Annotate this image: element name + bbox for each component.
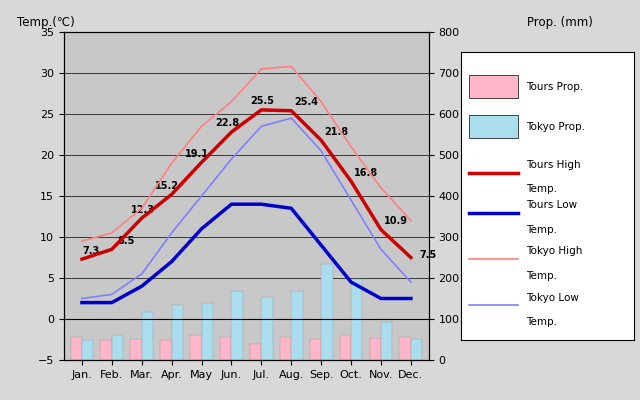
Bar bbox=[291, 291, 303, 360]
Bar bbox=[190, 335, 202, 360]
Bar bbox=[131, 339, 141, 360]
Bar bbox=[220, 338, 232, 360]
Bar bbox=[232, 291, 243, 360]
Bar bbox=[160, 340, 172, 360]
Text: 10.9: 10.9 bbox=[384, 216, 408, 226]
Bar bbox=[172, 305, 183, 360]
Text: Tokyo High: Tokyo High bbox=[527, 246, 583, 256]
Text: Temp.: Temp. bbox=[527, 225, 557, 235]
Text: 19.1: 19.1 bbox=[185, 149, 209, 159]
Text: Tokyo Low: Tokyo Low bbox=[527, 292, 579, 302]
Text: 15.2: 15.2 bbox=[155, 181, 179, 191]
Text: Tours Prop.: Tours Prop. bbox=[527, 82, 584, 92]
Bar bbox=[310, 339, 321, 360]
Text: 7.3: 7.3 bbox=[82, 246, 99, 256]
Bar bbox=[369, 338, 381, 360]
Text: 25.4: 25.4 bbox=[294, 97, 318, 107]
FancyBboxPatch shape bbox=[469, 115, 518, 138]
Text: 8.5: 8.5 bbox=[117, 236, 135, 246]
Text: 25.5: 25.5 bbox=[250, 96, 274, 106]
Bar bbox=[280, 338, 291, 360]
Text: 16.8: 16.8 bbox=[354, 168, 378, 178]
Text: 7.5: 7.5 bbox=[419, 250, 436, 260]
Bar bbox=[100, 340, 112, 360]
Bar bbox=[381, 322, 392, 360]
Text: Tokyo Prop.: Tokyo Prop. bbox=[527, 122, 586, 132]
FancyBboxPatch shape bbox=[469, 75, 518, 98]
Text: Temp.(℃): Temp.(℃) bbox=[17, 16, 74, 29]
Bar bbox=[250, 344, 261, 360]
Text: Temp.: Temp. bbox=[527, 317, 557, 327]
Bar bbox=[112, 335, 124, 360]
Bar bbox=[351, 279, 362, 360]
Bar bbox=[202, 304, 213, 360]
Bar bbox=[141, 312, 153, 360]
Bar bbox=[411, 339, 422, 360]
Text: Temp.: Temp. bbox=[527, 271, 557, 281]
Text: 21.8: 21.8 bbox=[324, 127, 348, 137]
Bar bbox=[399, 338, 411, 360]
Text: Prop. (mm): Prop. (mm) bbox=[527, 16, 593, 29]
Bar bbox=[70, 338, 82, 360]
Text: Tours High: Tours High bbox=[527, 160, 581, 170]
Bar bbox=[82, 340, 93, 360]
Text: Temp.: Temp. bbox=[527, 184, 557, 194]
Text: 22.8: 22.8 bbox=[215, 118, 239, 128]
Bar bbox=[321, 264, 333, 360]
Text: Tours Low: Tours Low bbox=[527, 200, 577, 210]
Text: 12.3: 12.3 bbox=[131, 204, 155, 214]
Bar bbox=[340, 335, 351, 360]
Bar bbox=[261, 297, 273, 360]
